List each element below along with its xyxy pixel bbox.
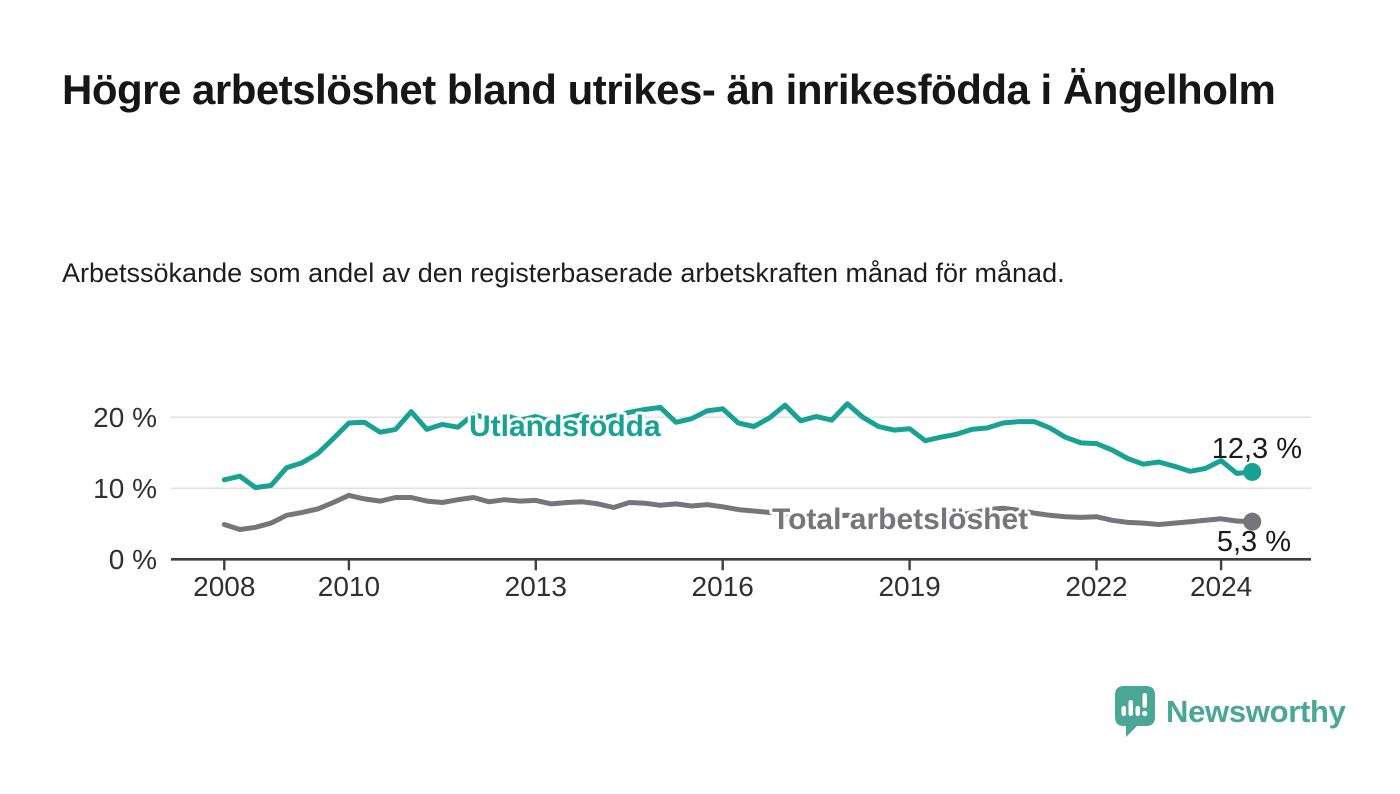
- chart-subtitle: Arbetssökande som andel av den registerb…: [62, 258, 1065, 288]
- series-lines: [221, 401, 1262, 532]
- series-end-dot: [1243, 462, 1262, 481]
- exclamation-dot: [1142, 710, 1148, 717]
- bar-1: [1121, 706, 1126, 716]
- series-label-total: Total arbetslöshet: [772, 503, 1028, 536]
- x-tick-label: 2022: [1065, 571, 1127, 602]
- branding-footer: Newsworthy: [1113, 684, 1346, 740]
- end-value-label-utlandsfodda: 12,3 %: [1212, 433, 1302, 465]
- bar-3: [1135, 706, 1140, 716]
- logo-wordmark: Newsworthy: [1166, 694, 1346, 729]
- y-tick-label: 10 %: [93, 473, 157, 504]
- x-tick-label: 2024: [1190, 571, 1252, 602]
- x-tick-label: 2013: [505, 571, 567, 602]
- x-tick-label: 2019: [878, 571, 940, 602]
- series-line: [221, 492, 1255, 532]
- page-title: Högre arbetslöshet bland utrikes- än inr…: [62, 66, 1276, 113]
- bar-chart-speech-bubble-icon: [1115, 686, 1155, 737]
- x-tick-label: 2016: [692, 571, 754, 602]
- series-label-utlandsfodda: Utlandsfödda: [469, 410, 661, 443]
- series-end-dot: [1243, 512, 1262, 531]
- bar-2: [1128, 700, 1133, 716]
- exclamation-bar: [1142, 693, 1147, 708]
- x-tick-label: 2010: [318, 571, 380, 602]
- y-tick-label: 20 %: [93, 402, 157, 433]
- end-value-label-total: 5,3 %: [1217, 526, 1291, 558]
- x-tick-label: 2008: [193, 571, 255, 602]
- x-axis-ticks: 2008 2010 2013 2016 2019 2022 2024: [193, 559, 1252, 602]
- speech-bubble-shape: [1115, 686, 1155, 737]
- series-line: [221, 401, 1255, 491]
- y-tick-label: 0 %: [109, 544, 157, 575]
